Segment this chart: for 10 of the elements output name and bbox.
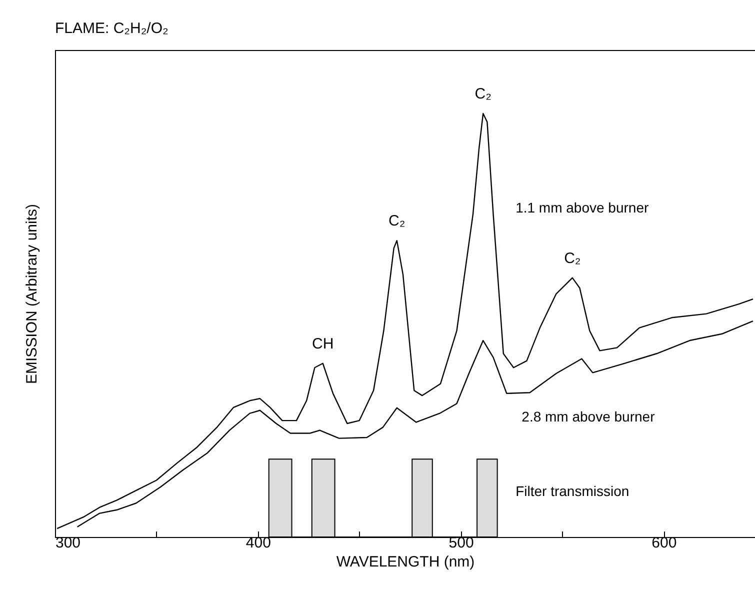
annotation: C₂ [474, 86, 492, 103]
series-label: Filter transmission [516, 483, 630, 500]
chart-title: FLAME: C₂H₂/O₂ [55, 20, 168, 37]
x-axis-title: WAVELENGTH (nm) [336, 554, 475, 570]
annotation: C₂ [564, 250, 581, 267]
series-label: 1.1 mm above burner [516, 199, 649, 216]
annotation: C₂ [388, 212, 406, 230]
annotation: CH [312, 335, 334, 352]
y-axis-title: EMISSION (Arbitrary units) [24, 204, 40, 384]
series-label: 2.8 mm above burner [522, 408, 656, 425]
